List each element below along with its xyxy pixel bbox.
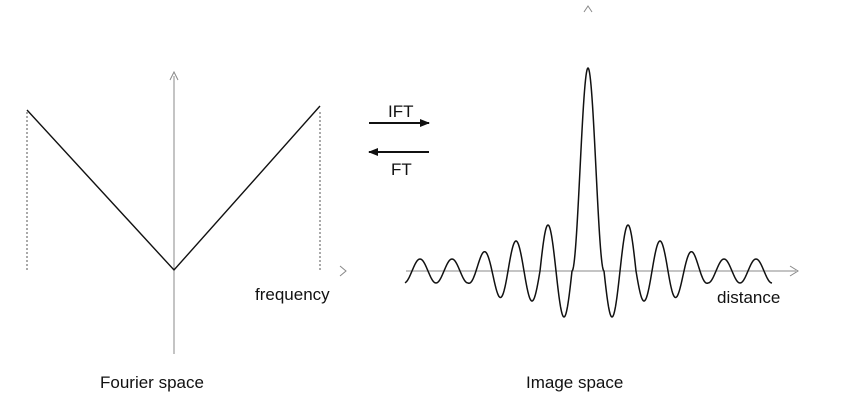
fourier-caption: Fourier space <box>100 373 204 392</box>
ift-label: IFT <box>388 102 414 121</box>
image-axis-label: distance <box>717 288 780 307</box>
image-panel: distance Image space <box>404 5 799 392</box>
fourier-axis-label: frequency <box>255 285 330 304</box>
ft-label: FT <box>391 160 412 179</box>
transform-arrows: IFT FT <box>368 102 430 179</box>
ramp-filter-curve <box>26 105 321 272</box>
kernel-curve <box>404 66 773 318</box>
fourier-panel: frequency Fourier space <box>26 70 347 392</box>
image-vertical-axis-arrowhead <box>583 5 593 13</box>
image-caption: Image space <box>526 373 623 392</box>
image-horizontal-axis-arrowhead <box>789 265 799 277</box>
fourier-horizontal-axis-arrowhead <box>339 265 347 277</box>
fourier-vertical-axis-arrowhead <box>169 70 179 81</box>
